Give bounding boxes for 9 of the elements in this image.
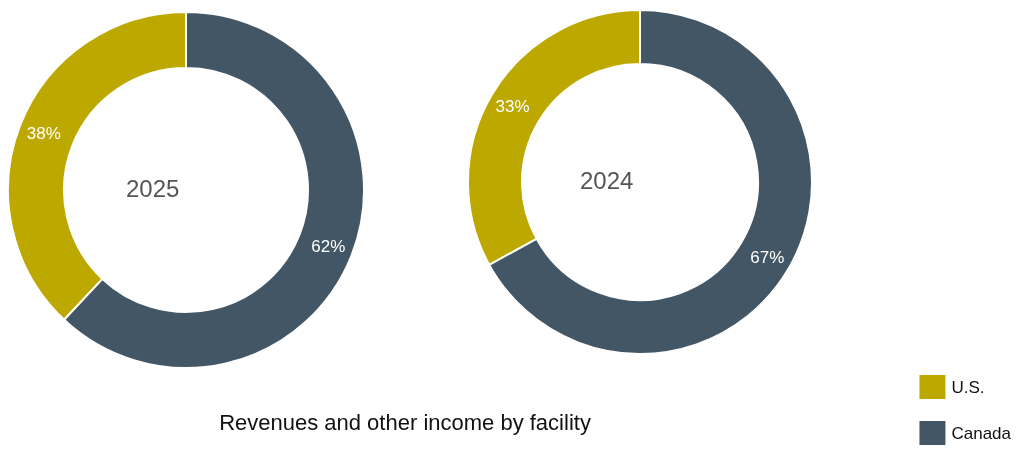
legend-label: Canada (951, 423, 1012, 443)
data-label: 62% (311, 236, 346, 256)
slice-label: 2024 (580, 166, 634, 194)
slice-label: 2025 (126, 174, 180, 202)
legend-label: U.S. (951, 377, 985, 397)
data-label: 33% (495, 97, 530, 117)
text: Revenues and other income by facility (219, 409, 591, 435)
data-label: 67% (750, 247, 785, 267)
data-label: 38% (26, 124, 61, 144)
